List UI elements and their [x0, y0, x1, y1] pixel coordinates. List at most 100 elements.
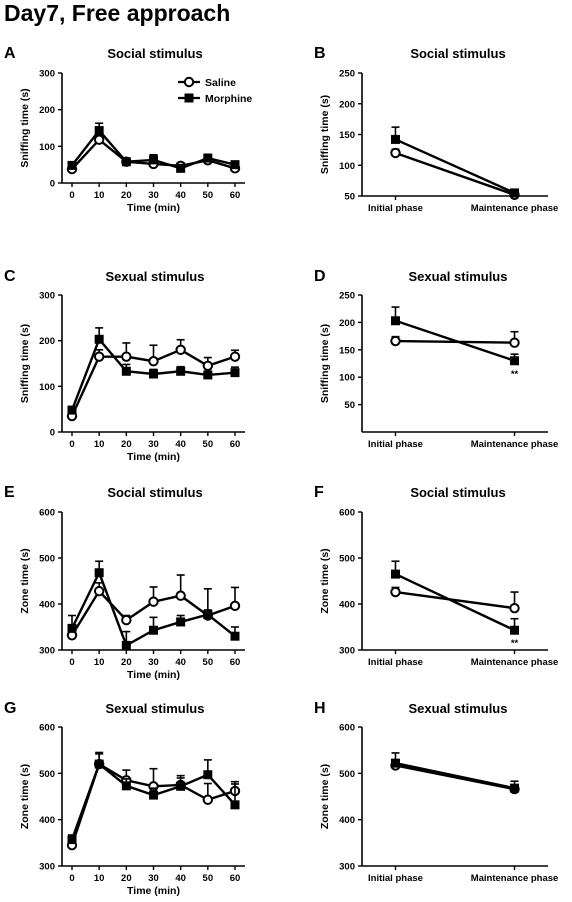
series-morphine — [67, 122, 240, 173]
data-point-saline — [390, 586, 401, 598]
data-point-morphine — [510, 783, 520, 793]
panel-letter: G — [4, 700, 16, 717]
panel-letter: H — [314, 700, 326, 717]
y-tick-label: 300 — [339, 646, 355, 657]
data-point-morphine — [176, 366, 186, 376]
data-point-morphine — [149, 369, 158, 379]
x-axis-label: Time (min) — [127, 885, 180, 897]
x-tick-label: 0 — [69, 873, 74, 884]
x-tick-label: 30 — [148, 657, 159, 668]
series-saline — [390, 586, 520, 614]
y-tick-label: 100 — [339, 373, 355, 384]
x-tick-label: 60 — [230, 190, 241, 201]
y-tick-label: 150 — [339, 130, 355, 141]
data-point-saline — [121, 351, 132, 362]
x-tick-label: 50 — [203, 190, 214, 201]
y-tick-label: 100 — [39, 142, 55, 153]
data-point-morphine — [230, 160, 240, 170]
data-point-morphine — [203, 610, 213, 620]
data-point-morphine — [121, 366, 131, 376]
y-axis-label: Sniffing time (s) — [319, 95, 331, 174]
data-point-saline — [148, 356, 159, 367]
data-point-morphine — [230, 631, 240, 641]
y-axis-label: Sniffing time (s) — [19, 88, 31, 167]
data-point-morphine — [67, 835, 77, 845]
x-tick-label: 40 — [175, 439, 186, 450]
y-tick-label: 500 — [39, 554, 55, 565]
data-point-morphine — [390, 134, 400, 144]
data-point-morphine — [203, 153, 213, 163]
y-tick-label: 300 — [39, 862, 55, 873]
data-point-morphine — [149, 155, 158, 165]
x-tick-label: 10 — [94, 873, 105, 884]
y-axis-label: Sniffing time (s) — [19, 324, 31, 403]
data-point-saline — [93, 134, 105, 145]
data-point-morphine — [94, 126, 104, 136]
data-point-morphine — [67, 623, 77, 633]
series-line — [394, 138, 516, 195]
x-tick-label: Initial phase — [368, 439, 423, 450]
y-tick-label: 400 — [39, 815, 55, 826]
series-line — [395, 151, 515, 196]
panel-e: E Social stimulus 300 400 500 600 0 10 20 30 40 50 6… — [4, 484, 245, 681]
series-morphine — [390, 752, 520, 793]
y-tick-label: 100 — [39, 382, 55, 393]
x-tick-label: 10 — [94, 657, 105, 668]
panel-title: Social stimulus — [410, 46, 505, 61]
series-saline — [66, 753, 241, 851]
x-axis-label: Time (min) — [127, 451, 180, 463]
data-point-saline — [229, 351, 241, 362]
data-point-saline — [148, 596, 159, 607]
y-tick-label: 500 — [39, 769, 55, 780]
y-tick-label: 600 — [339, 723, 355, 734]
panel-f: F Social stimulus 300 400 500 600 Initial phas… — [314, 484, 558, 668]
data-point-morphine — [390, 569, 400, 579]
series-line — [395, 319, 515, 362]
data-point-saline — [390, 335, 401, 347]
data-point-saline — [121, 614, 132, 626]
y-tick-label: 200 — [39, 105, 55, 116]
x-tick-label: 40 — [175, 873, 186, 884]
data-point-morphine — [121, 157, 131, 167]
x-tick-label: 60 — [230, 657, 241, 668]
x-tick-label: 20 — [121, 439, 132, 450]
panel-g: G Sexual stimulus 300 400 500 600 0 10 20 30 40 50 6… — [4, 700, 245, 897]
data-point-morphine — [67, 405, 77, 415]
y-axis-label: Zone time (s) — [319, 764, 331, 829]
x-tick-label: 40 — [175, 657, 186, 668]
panel-title: Social stimulus — [107, 46, 202, 61]
data-point-morphine — [176, 163, 186, 173]
x-tick-label: 30 — [148, 439, 159, 450]
x-tick-label: Maintenance phase — [471, 439, 559, 450]
x-tick-label: 30 — [148, 190, 159, 201]
y-tick-label: 300 — [39, 69, 55, 80]
x-axis-label: Time (min) — [127, 669, 180, 681]
data-point-saline — [93, 351, 105, 362]
legend-marker-morphine — [184, 93, 194, 103]
data-point-saline — [175, 590, 186, 601]
x-tick-label: 0 — [69, 190, 74, 201]
panel-h: H Sexual stimulus 300 400 500 600 Initial phas… — [314, 700, 558, 884]
figure-title: Day7, Free approach — [4, 0, 231, 26]
y-axis-label: Zone time (s) — [19, 764, 31, 829]
series-morphine — [390, 126, 520, 198]
panel-title: Social stimulus — [410, 485, 505, 500]
x-tick-label: Maintenance phase — [471, 873, 559, 884]
panel-title: Sexual stimulus — [106, 701, 205, 716]
data-point-saline — [509, 602, 520, 614]
significance-annotation: ** — [511, 369, 519, 380]
legend-marker-saline — [183, 76, 195, 88]
x-tick-label: 30 — [148, 873, 159, 884]
y-axis-label: Zone time (s) — [319, 548, 331, 613]
x-tick-label: Initial phase — [368, 873, 423, 884]
y-tick-label: 0 — [50, 179, 55, 190]
series-morphine — [390, 560, 520, 635]
y-tick-label: 500 — [339, 769, 355, 780]
series-morphine — [67, 560, 240, 650]
y-tick-label: 400 — [39, 600, 55, 611]
series-morphine — [67, 751, 240, 845]
data-point-morphine — [94, 334, 104, 344]
data-point-morphine — [176, 781, 186, 791]
x-tick-label: 50 — [203, 873, 214, 884]
data-point-morphine — [510, 188, 520, 198]
